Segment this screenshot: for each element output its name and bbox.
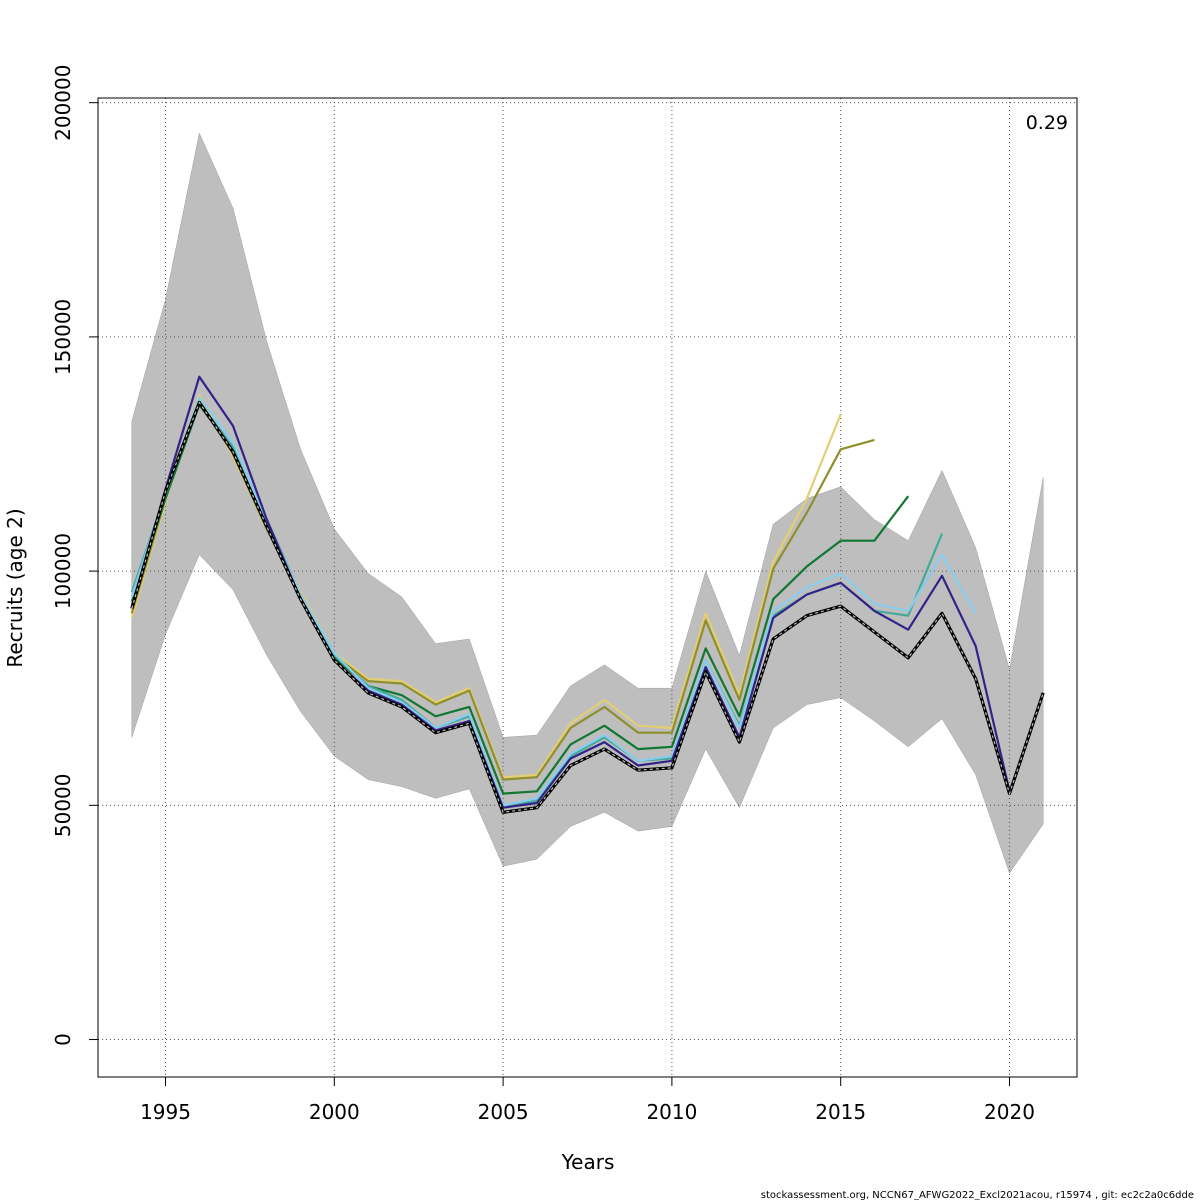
y-axis-ticks: 0 50000 100000 150000 200000: [51, 65, 98, 1046]
confidence-band-area: [131, 132, 1044, 874]
x-tick-label: 1995: [140, 1100, 191, 1124]
series-line-7-dash: [131, 401, 1044, 813]
y-tick-label: 50000: [51, 773, 75, 837]
x-tick-label: 2010: [646, 1100, 697, 1124]
x-tick-label: 2005: [478, 1100, 529, 1124]
confidence-band: [131, 132, 1044, 874]
series-line-6: [130, 375, 1011, 809]
annotation-value: 0.29: [1026, 112, 1068, 134]
x-tick-label: 2015: [815, 1100, 866, 1124]
y-tick-label: 100000: [51, 533, 75, 609]
y-tick-label: 0: [51, 1033, 75, 1046]
y-axis-label: Recruits (age 2): [3, 508, 27, 667]
footer-credit: stockassessment.org, NCCN67_AFWG2022_Exc…: [761, 1190, 1194, 1200]
x-tick-label: 2020: [984, 1100, 1035, 1124]
series-lines: [130, 375, 1045, 814]
x-axis-label: Years: [561, 1150, 615, 1174]
y-tick-label: 200000: [51, 65, 75, 141]
x-tick-label: 2000: [309, 1100, 360, 1124]
y-tick-label: 150000: [51, 299, 75, 375]
plot-frame: [97, 97, 1078, 1078]
x-axis-ticks: 1995 2000 2005 2010 2015 2020: [140, 1077, 1035, 1124]
